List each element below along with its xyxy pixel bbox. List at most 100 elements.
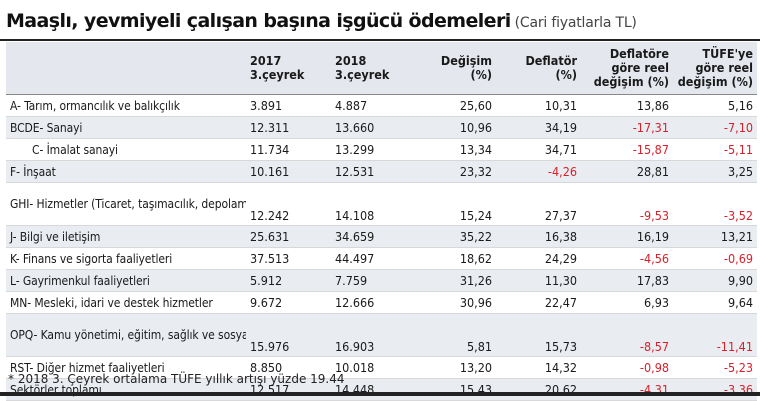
cell-real-cpi: -3,52 (673, 182, 757, 226)
header-2018: 2018 3.çeyrek (331, 42, 416, 95)
table-row: A- Tarım, ormancılık ve balıkçılık 3.891 4… (6, 94, 757, 117)
cell-real-cpi: -3,36 (673, 378, 757, 401)
header-sector (6, 42, 246, 95)
cell-real-cpi: 13,21 (673, 225, 757, 248)
cell-2018: 16.903 (331, 313, 416, 357)
cell-real-cpi: 9,64 (673, 291, 757, 314)
cell-real-deflator: -0,98 (581, 356, 673, 379)
cell-2018: 34.659 (331, 225, 416, 248)
bottom-divider (0, 392, 760, 396)
cell-real-deflator: -17,31 (581, 116, 673, 139)
cell-real-deflator: -8,57 (581, 313, 673, 357)
cell-2017: 25.631 (246, 225, 331, 248)
cell-real-deflator: -4,56 (581, 247, 673, 270)
cell-change: 15,43 (416, 378, 496, 401)
cell-real-deflator: 16,19 (581, 225, 673, 248)
cell-2017: 5.912 (246, 269, 331, 292)
cell-real-cpi: -5,23 (673, 356, 757, 379)
header-deflator: Deflatör (%) (496, 42, 581, 95)
cell-sector: L- Gayrimenkul faaliyetleri (6, 269, 246, 292)
cell-deflator: 22,47 (496, 291, 581, 314)
cell-2017: 8.850 (246, 356, 331, 379)
cell-2017: 12.242 (246, 182, 331, 226)
title-bar: Maaşlı, yevmiyeli çalışan başına işgücü … (0, 0, 760, 40)
cell-2017: 10.161 (246, 160, 331, 183)
cell-real-deflator: 13,86 (581, 94, 673, 117)
cell-change: 10,96 (416, 116, 496, 139)
cell-2018: 13.660 (331, 116, 416, 139)
payments-table: 2017 3.çeyrek 2018 3.çeyrek Değişim (%) Deflat… (6, 42, 757, 401)
cell-change: 15,24 (416, 182, 496, 226)
cell-deflator: 20,62 (496, 378, 581, 401)
cell-change: 5,81 (416, 313, 496, 357)
cell-real-cpi: 3,25 (673, 160, 757, 183)
cell-deflator: -4,26 (496, 160, 581, 183)
cell-sector: K- Finans ve sigorta faaliyetleri (6, 247, 246, 270)
cell-sector: OPQ- Kamu yönetimi, eğitim, sağlık ve so… (6, 313, 246, 357)
cell-change: 18,62 (416, 247, 496, 270)
cell-2017: 37.513 (246, 247, 331, 270)
cell-sector: J- Bilgi ve iletişim (6, 225, 246, 248)
table-row: MN- Mesleki, idari ve destek hizmetler 9.… (6, 291, 757, 314)
cell-sector: C- İmalat sanayi (6, 138, 246, 161)
header-2017: 2017 3.çeyrek (246, 42, 331, 95)
cell-2017: 9.672 (246, 291, 331, 314)
cell-deflator: 15,73 (496, 313, 581, 357)
cell-2018: 4.887 (331, 94, 416, 117)
cell-real-cpi: -5,11 (673, 138, 757, 161)
table-row: RST- Diğer hizmet faaliyetleri 8.850 10.01… (6, 356, 757, 379)
header-real-deflator: Deflatöre göre reel değişim (%) (581, 42, 673, 95)
page-title: Maaşlı, yevmiyeli çalışan başına işgücü … (6, 10, 637, 32)
title-main-text: Maaşlı, yevmiyeli çalışan başına işgücü … (6, 10, 511, 32)
table-header-row: 2017 3.çeyrek 2018 3.çeyrek Değişim (%) Deflat… (6, 42, 757, 95)
cell-deflator: 27,37 (496, 182, 581, 226)
cell-2017: 12.311 (246, 116, 331, 139)
cell-deflator: 24,29 (496, 247, 581, 270)
cell-deflator: 14,32 (496, 356, 581, 379)
header-change: Değişim (%) (416, 42, 496, 95)
title-subtitle: (Cari fiyatlarla TL) (514, 15, 637, 31)
cell-real-deflator: 6,93 (581, 291, 673, 314)
table-row: BCDE- Sanayi 12.311 13.660 10,96 34,19 -17,31… (6, 116, 757, 139)
cell-2018: 14.108 (331, 182, 416, 226)
cell-2018: 10.018 (331, 356, 416, 379)
cell-2018: 12.531 (331, 160, 416, 183)
table-row: L- Gayrimenkul faaliyetleri 5.912 7.759 31,… (6, 269, 757, 292)
cell-real-deflator: -4,31 (581, 378, 673, 401)
cell-real-deflator: -9,53 (581, 182, 673, 226)
cell-2018: 7.759 (331, 269, 416, 292)
cell-change: 13,34 (416, 138, 496, 161)
cell-2017: 15.976 (246, 313, 331, 357)
header-real-cpi: TÜFE'ye göre reel değişim (%) (673, 42, 757, 95)
table-row: GHI- Hizmetler (Ticaret, taşımacılık, de… (6, 182, 757, 226)
cell-2018: 12.666 (331, 291, 416, 314)
footnote: * 2018 3. Çeyrek ortalama TÜFE yıllık ar… (8, 372, 345, 386)
table-row: OPQ- Kamu yönetimi, eğitim, sağlık ve so… (6, 313, 757, 357)
table-row: K- Finans ve sigorta faaliyetleri 37.513 4… (6, 247, 757, 270)
table-row: F- İnşaat 10.161 12.531 23,32 -4,26 28,81 3,25 (6, 160, 757, 183)
cell-real-cpi: 5,16 (673, 94, 757, 117)
cell-deflator: 16,38 (496, 225, 581, 248)
cell-real-cpi: -0,69 (673, 247, 757, 270)
cell-change: 13,20 (416, 356, 496, 379)
cell-real-cpi: 9,90 (673, 269, 757, 292)
cell-2017: 11.734 (246, 138, 331, 161)
cell-deflator: 34,71 (496, 138, 581, 161)
cell-sector: A- Tarım, ormancılık ve balıkçılık (6, 94, 246, 117)
cell-deflator: 10,31 (496, 94, 581, 117)
cell-sector: BCDE- Sanayi (6, 116, 246, 139)
cell-change: 35,22 (416, 225, 496, 248)
cell-change: 30,96 (416, 291, 496, 314)
cell-real-cpi: -11,41 (673, 313, 757, 357)
cell-sector: GHI- Hizmetler (Ticaret, taşımacılık, de… (6, 182, 246, 226)
cell-real-deflator: 28,81 (581, 160, 673, 183)
cell-change: 23,32 (416, 160, 496, 183)
table-row: C- İmalat sanayi 11.734 13.299 13,34 34,71 -1… (6, 138, 757, 161)
cell-sector: F- İnşaat (6, 160, 246, 183)
top-divider (0, 39, 760, 41)
cell-real-deflator: 17,83 (581, 269, 673, 292)
table-row: J- Bilgi ve iletişim 25.631 34.659 35,22 16,… (6, 225, 757, 248)
cell-deflator: 34,19 (496, 116, 581, 139)
cell-2018: 13.299 (331, 138, 416, 161)
